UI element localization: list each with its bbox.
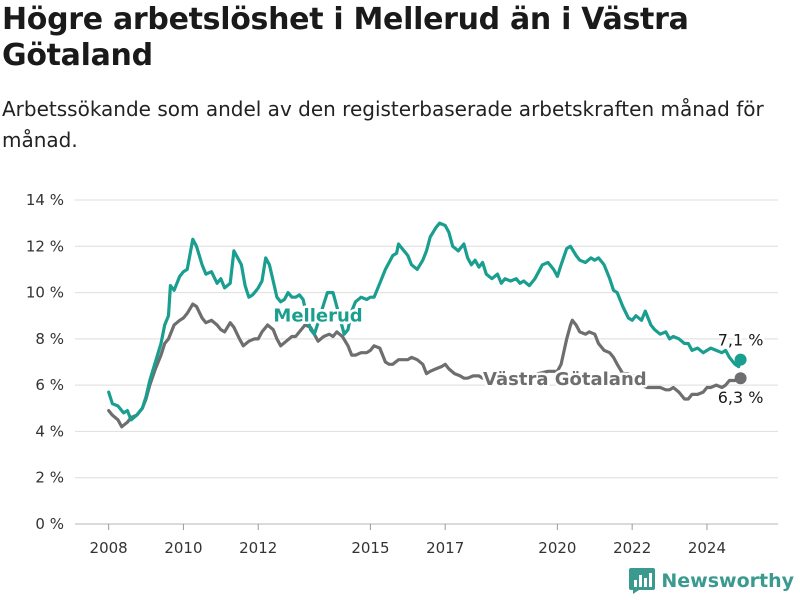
x-tick-label: 2020 [538, 539, 576, 557]
y-tick-label: 10 % [26, 284, 64, 302]
y-tick-label: 4 % [35, 422, 64, 440]
series-name-mellerud: Mellerud [273, 306, 362, 327]
chart-subtitle: Arbetssökande som andel av den registerb… [2, 97, 764, 152]
x-tick-label: 2024 [688, 539, 726, 557]
series-name-vastra-gotaland: Västra Götaland [483, 369, 647, 390]
end-value-vastra-gotaland: 6,3 % [718, 388, 764, 407]
x-tick-label: 2017 [426, 539, 464, 557]
x-axis-ticks: 2008 2010 2012 2015 2017 2020 2022 2024 [90, 524, 726, 557]
series-line-vastra-gotaland [107, 302, 743, 429]
chart-title: Högre arbetslöshet i Mellerud än i Västr… [2, 2, 689, 73]
y-tick-label: 8 % [35, 330, 64, 348]
end-value-mellerud-halo: 7,1 % [718, 331, 764, 350]
y-tick-label: 0 % [35, 515, 64, 533]
x-tick-label: 2022 [613, 539, 651, 557]
y-tick-label: 12 % [26, 237, 64, 255]
end-value-mellerud: 7,1 % [718, 331, 764, 350]
x-tick-label: 2012 [239, 539, 277, 557]
y-tick-label: 6 % [35, 376, 64, 394]
y-tick-label: 14 % [26, 191, 64, 209]
series-line-mellerud [107, 221, 743, 422]
series-lines [107, 221, 747, 429]
series-name-vastra-gotaland-halo: Västra Götaland [483, 369, 647, 390]
x-tick-label: 2008 [90, 539, 128, 557]
end-point-marker [734, 353, 747, 366]
x-tick-label: 2015 [351, 539, 389, 557]
end-point-marker [734, 372, 747, 385]
brand-name: Newsworthy [661, 570, 794, 592]
series-name-mellerud-halo: Mellerud [273, 306, 362, 327]
bar-chart-logo-icon [629, 568, 656, 594]
y-axis-ticks: 0 % 2 % 4 % 6 % 8 % 10 % 12 % 14 % [26, 191, 64, 533]
y-tick-label: 2 % [35, 469, 64, 487]
x-tick-label: 2010 [164, 539, 202, 557]
newsworthy-brand[interactable]: Newsworthy [629, 568, 794, 594]
end-value-vastra-gotaland-halo: 6,3 % [718, 388, 764, 407]
